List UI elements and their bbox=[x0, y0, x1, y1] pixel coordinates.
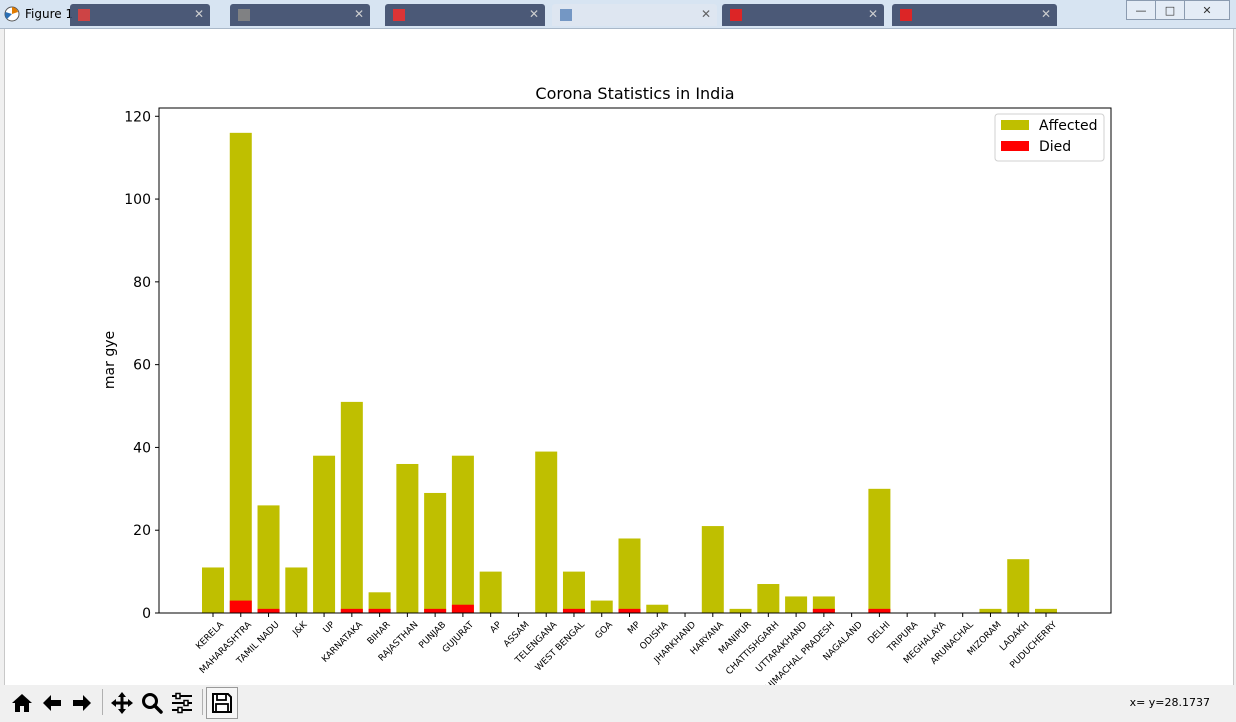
toolbar-separator bbox=[202, 689, 203, 715]
y-tick-label: 120 bbox=[124, 109, 151, 125]
configure-subplots-icon bbox=[172, 692, 192, 714]
legend-label: Died bbox=[1039, 139, 1071, 155]
bar-affected bbox=[646, 604, 669, 613]
navigation-toolbar: x= y=28.1737 bbox=[4, 685, 1232, 722]
forward-icon bbox=[73, 695, 91, 711]
x-tick-label: GOA bbox=[594, 619, 616, 641]
y-tick-label: 80 bbox=[133, 275, 151, 291]
minimize-button[interactable]: — bbox=[1126, 0, 1156, 20]
bar-affected bbox=[313, 455, 336, 613]
zoom-button[interactable] bbox=[136, 687, 168, 719]
bar-affected bbox=[229, 132, 252, 613]
bar-affected bbox=[396, 463, 419, 613]
figure-canvas[interactable]: Corona Statistics in India mar gye 0 20 40… bbox=[4, 29, 1234, 685]
bar-died bbox=[257, 608, 280, 613]
matplotlib-app-icon bbox=[4, 6, 20, 22]
y-tick-label: 40 bbox=[133, 440, 151, 456]
home-button[interactable] bbox=[6, 687, 38, 719]
bar-died bbox=[812, 608, 835, 613]
x-tick-label: J&K bbox=[291, 619, 311, 639]
bar-affected bbox=[757, 584, 780, 613]
chart-title: Corona Statistics in India bbox=[535, 84, 734, 103]
bar-affected bbox=[257, 505, 280, 613]
bar-affected bbox=[285, 567, 308, 613]
toolbar-separator bbox=[102, 689, 103, 715]
x-tick-label: DELHI bbox=[866, 620, 892, 646]
bar-affected bbox=[1035, 608, 1057, 613]
bar-affected bbox=[202, 567, 224, 613]
background-tab: ✕ bbox=[385, 4, 545, 26]
background-tab: ✕ bbox=[892, 4, 1057, 26]
x-tick-label: UTTARAKHAND bbox=[754, 620, 809, 675]
bar-affected bbox=[340, 401, 363, 613]
y-tick-label: 20 bbox=[133, 523, 151, 539]
y-axis-label: mar gye bbox=[102, 331, 118, 389]
save-button[interactable] bbox=[206, 687, 238, 719]
bar-died bbox=[562, 608, 585, 613]
legend-swatch bbox=[1001, 141, 1029, 151]
home-icon bbox=[12, 694, 32, 712]
bar-died bbox=[618, 608, 641, 613]
bar-affected bbox=[618, 538, 641, 613]
x-tick-label: MP bbox=[626, 620, 643, 637]
pan-button[interactable] bbox=[106, 687, 138, 719]
x-tick-label: GUJURAT bbox=[441, 620, 476, 655]
configure-subplots-button[interactable] bbox=[166, 687, 198, 719]
x-tick-label: UP bbox=[322, 620, 338, 636]
bars-group bbox=[202, 132, 1057, 613]
bar-died bbox=[368, 608, 391, 613]
background-tab: ✕ bbox=[70, 4, 210, 26]
bar-affected bbox=[368, 592, 391, 613]
background-tab-active: ✕ bbox=[552, 4, 717, 26]
legend-label: Affected bbox=[1039, 118, 1098, 134]
bar-affected bbox=[729, 608, 752, 613]
bar-affected bbox=[701, 526, 724, 613]
x-tick-label: AP bbox=[489, 620, 505, 636]
close-button[interactable]: ✕ bbox=[1184, 0, 1230, 20]
bar-died bbox=[424, 608, 447, 613]
maximize-button[interactable]: □ bbox=[1155, 0, 1185, 20]
forward-button[interactable] bbox=[66, 687, 98, 719]
bar-chart: Corona Statistics in India mar gye 0 20 40… bbox=[102, 84, 1112, 685]
bar-affected bbox=[590, 600, 613, 613]
background-tab: ✕ bbox=[230, 4, 370, 26]
y-tick-label: 100 bbox=[124, 192, 151, 208]
pan-icon bbox=[111, 692, 133, 714]
x-tick-label: BIHAR bbox=[366, 620, 393, 647]
background-tab: ✕ bbox=[722, 4, 884, 26]
bar-affected bbox=[785, 596, 808, 613]
bar-affected bbox=[451, 455, 474, 613]
bar-affected bbox=[562, 571, 585, 613]
bar-affected bbox=[424, 492, 447, 613]
bar-affected bbox=[979, 608, 1002, 613]
back-button[interactable] bbox=[36, 687, 68, 719]
legend: Affected Died bbox=[994, 113, 1105, 162]
x-tick-label: WEST BENGAL bbox=[534, 620, 587, 673]
bar-affected bbox=[479, 571, 502, 613]
y-axis: 0 20 40 60 80 100 120 bbox=[124, 109, 159, 622]
window-title: Figure 1 bbox=[25, 7, 74, 21]
cursor-coordinates: x= y=28.1737 bbox=[1129, 696, 1210, 709]
window-controls: — □ ✕ bbox=[1126, 0, 1230, 20]
back-icon bbox=[43, 695, 61, 711]
bar-affected bbox=[1007, 559, 1030, 613]
bar-affected bbox=[535, 451, 558, 613]
save-icon bbox=[212, 693, 232, 713]
y-tick-label: 60 bbox=[133, 358, 151, 374]
bar-died bbox=[451, 604, 474, 613]
y-tick-label: 0 bbox=[142, 606, 151, 622]
bar-died bbox=[340, 608, 363, 613]
bar-affected bbox=[868, 488, 891, 613]
bar-died bbox=[229, 600, 252, 613]
plot-frame bbox=[158, 107, 1112, 614]
zoom-icon bbox=[142, 693, 163, 714]
legend-swatch bbox=[1001, 120, 1029, 130]
window-titlebar: Figure 1 ✕ ✕ ✕ ✕ ✕ ✕ — □ ✕ bbox=[0, 0, 1236, 29]
bar-died bbox=[868, 608, 891, 613]
background-browser-tabs: ✕ ✕ ✕ ✕ ✕ ✕ bbox=[70, 4, 1070, 28]
